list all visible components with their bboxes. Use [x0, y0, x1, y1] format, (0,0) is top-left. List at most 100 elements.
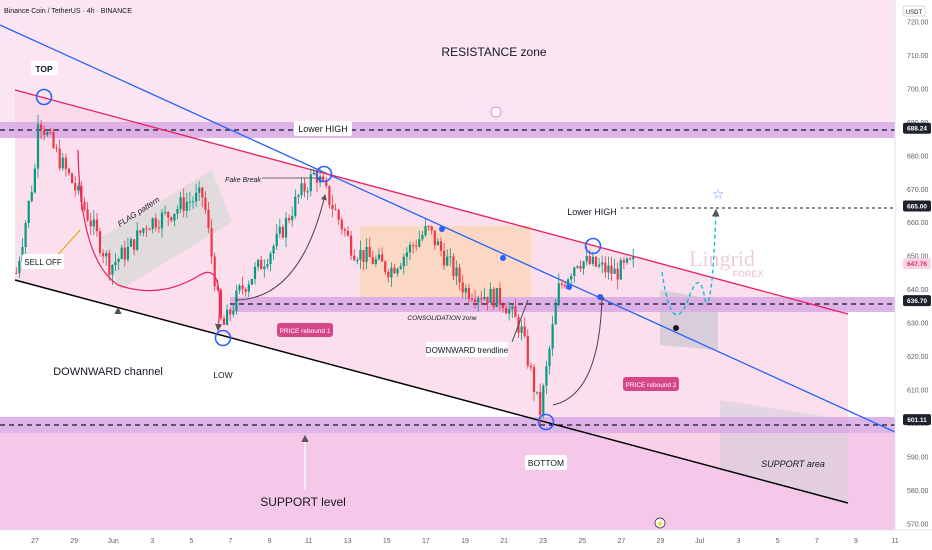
candle-body	[632, 256, 635, 260]
candle-body	[430, 226, 433, 231]
time-tick-label: 5	[189, 538, 193, 545]
price-tick-label: 640.00	[907, 287, 929, 294]
candle-body	[108, 253, 111, 275]
candle-body	[461, 282, 464, 293]
candle-body	[30, 192, 33, 201]
price-labels: 688.24 665.00 647.76 636.70 601.11	[903, 122, 931, 426]
price-label-text: 636.70	[907, 298, 927, 305]
sell-off-pointer	[54, 229, 81, 259]
candle-body	[356, 260, 359, 262]
candle-body	[412, 244, 415, 246]
candle-body	[495, 288, 498, 307]
candle-body	[95, 219, 98, 232]
currency-label: USDT	[906, 10, 923, 16]
candle-body	[498, 288, 501, 305]
time-tick-label: 23	[539, 538, 547, 545]
price-tick-label: 650.00	[907, 254, 929, 261]
candle-body	[36, 124, 40, 169]
rebound-2-curve	[552, 294, 605, 406]
candle-body	[21, 246, 24, 261]
sell-off-label: SELL OFF	[24, 258, 62, 267]
candle-body	[297, 195, 300, 197]
candle-body	[74, 183, 77, 191]
candle-body	[188, 201, 191, 203]
resistance-band	[0, 122, 895, 138]
candle-body	[501, 304, 505, 309]
candle-body	[198, 187, 201, 193]
candle-body	[579, 266, 582, 269]
candle-body	[396, 268, 399, 274]
candle-body	[216, 286, 219, 290]
candle-body	[353, 255, 356, 261]
price-label-badge	[903, 295, 931, 307]
candle-body	[464, 287, 467, 293]
candle-body	[49, 131, 52, 133]
candle-body	[27, 200, 30, 224]
candle-body	[359, 250, 362, 261]
candle-body	[526, 335, 529, 366]
candle-body	[309, 174, 312, 192]
time-tick-label: 3	[737, 538, 741, 545]
mid-band	[230, 297, 895, 312]
price-rebound-2-label: PRICE rebound 2	[626, 382, 677, 389]
candle-body	[539, 391, 542, 416]
candle-body	[480, 298, 483, 300]
trendline-point-4	[597, 294, 603, 300]
candle-body	[148, 229, 151, 231]
candle-body	[529, 365, 532, 368]
candle-body	[235, 290, 238, 311]
candle-body	[185, 201, 188, 211]
price-tick-label: 590.00	[907, 454, 929, 461]
candle-body	[129, 239, 133, 247]
candle-body	[253, 266, 257, 279]
candle-body	[136, 230, 139, 250]
low-label: LOW	[213, 370, 232, 380]
candle-body	[625, 258, 629, 263]
candle-body	[433, 230, 436, 246]
time-tick-label: Jun	[108, 538, 119, 545]
trendline-pointer	[511, 299, 529, 343]
time-tick-label: 7	[815, 538, 819, 545]
price-label-text: 647.76	[907, 261, 927, 268]
price-label-badge	[903, 414, 931, 426]
candle-body	[272, 246, 275, 254]
candle-body	[98, 231, 102, 253]
candle-body	[334, 209, 337, 211]
candle-body	[523, 326, 526, 336]
candle-body	[117, 258, 120, 262]
channel-top-line	[14, 89, 849, 315]
candle-body	[551, 324, 554, 349]
bottom-marker	[537, 413, 555, 431]
price-label-text: 688.24	[907, 126, 927, 133]
candle-body	[619, 260, 622, 280]
candle-body	[133, 239, 136, 250]
price-label-badge	[903, 258, 931, 270]
time-axis-panel[interactable]	[0, 530, 932, 550]
price-label-badge	[903, 122, 931, 134]
sell-off-box: SELL OFF	[22, 254, 64, 269]
time-tick-label: 15	[383, 538, 391, 545]
sell-off-curve	[77, 149, 223, 332]
candle-body	[170, 217, 173, 221]
price-tick-label: 670.00	[907, 187, 929, 194]
candle-body	[303, 183, 306, 192]
candle-body	[266, 264, 269, 267]
candle-body	[365, 246, 368, 262]
candle-body	[247, 284, 250, 292]
candle-body	[263, 266, 266, 270]
candle-body	[142, 228, 145, 233]
candle-body	[260, 259, 263, 270]
candle-body	[182, 197, 185, 211]
time-tick-label: 25	[578, 538, 586, 545]
time-tick-label: 21	[500, 538, 508, 545]
lightning-badge[interactable]	[654, 517, 666, 529]
candle-body	[195, 192, 198, 202]
candle-body	[588, 256, 591, 264]
time-tick-label: 9	[268, 538, 272, 545]
price-tick-label: 720.00	[907, 20, 929, 27]
candle-body	[46, 131, 49, 135]
candle-body	[489, 289, 492, 303]
price-tick-label: 630.00	[907, 321, 929, 328]
candle-body	[64, 157, 67, 169]
candle-body	[160, 212, 164, 229]
